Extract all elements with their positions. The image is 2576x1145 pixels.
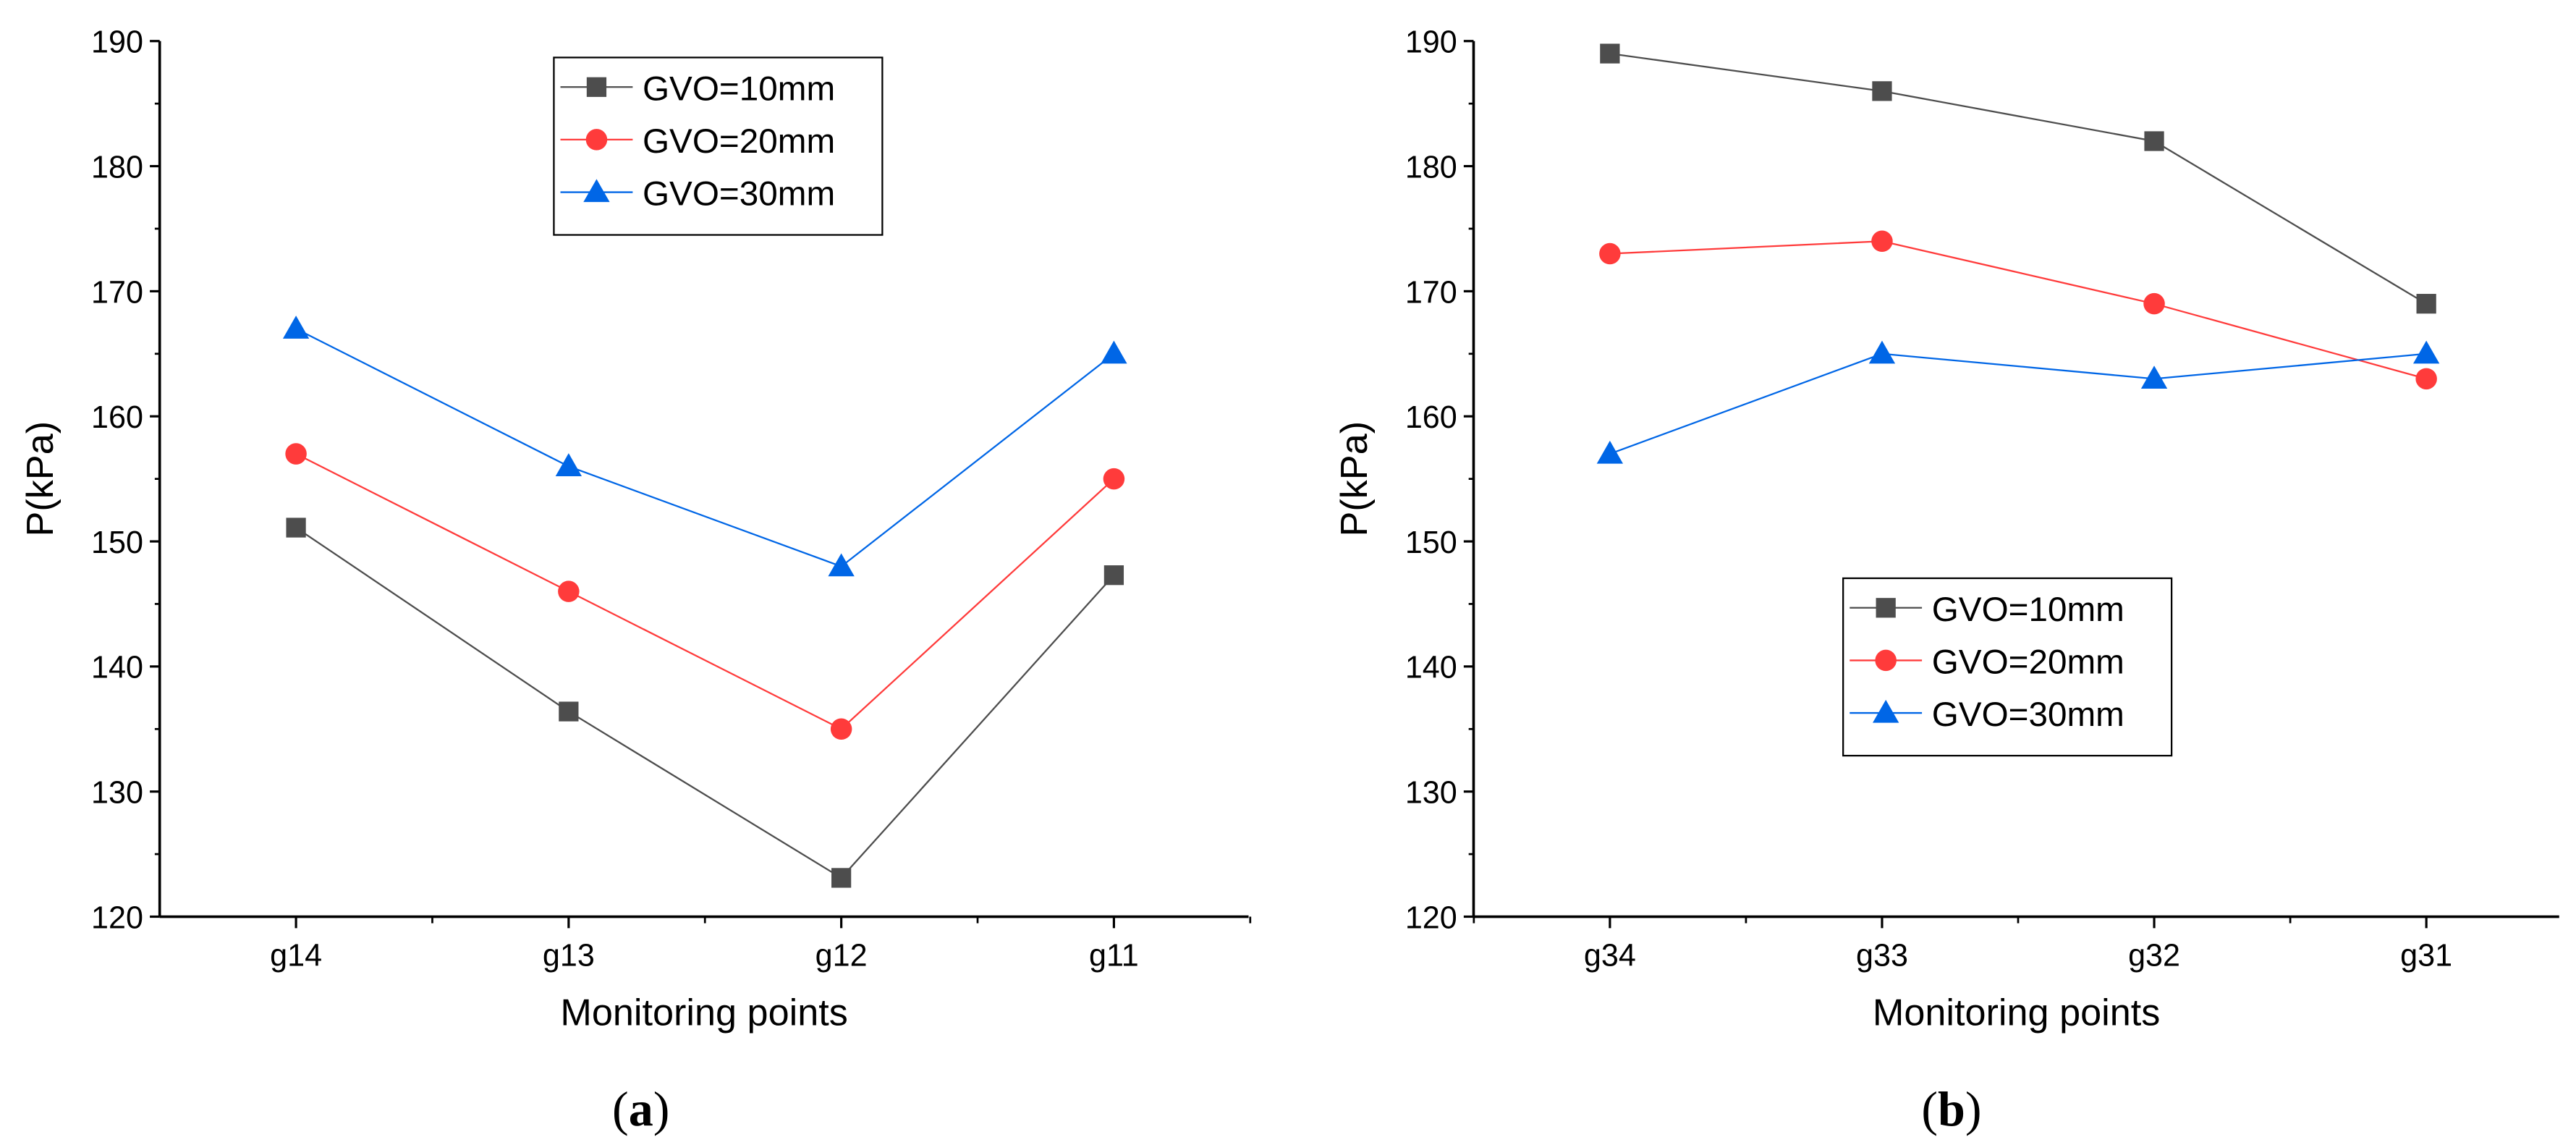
y-tick-label: 190	[91, 25, 143, 60]
series-GVO=30mm	[1596, 340, 2440, 464]
data-point	[1600, 43, 1620, 64]
series-GVO=20mm	[1599, 230, 2437, 390]
data-point	[282, 316, 310, 339]
data-point	[1599, 242, 1621, 265]
data-point	[2415, 368, 2437, 390]
series-GVO=30mm	[282, 316, 1127, 577]
y-tick-label: 120	[91, 900, 143, 935]
y-tick-label: 180	[91, 150, 143, 185]
series-line	[295, 527, 1115, 879]
y-tick-label: 150	[91, 525, 143, 560]
data-point	[2143, 292, 2165, 315]
x-tick-label: g11	[1089, 939, 1139, 973]
x-axis-label: Monitoring points	[560, 992, 847, 1034]
data-point	[2416, 294, 2436, 314]
legend-box	[1842, 577, 2173, 757]
y-axis-label: P(kPa)	[1334, 421, 1376, 537]
data-point	[1871, 230, 1893, 253]
legend-label: GVO=30mm	[1932, 696, 2124, 734]
legend-marker	[1873, 699, 1899, 723]
series-line	[1609, 352, 2427, 455]
y-tick-label: 130	[1405, 776, 1457, 811]
x-tick-label: g31	[2400, 939, 2452, 973]
data-point	[558, 580, 580, 602]
legend-label: GVO=20mm	[1932, 643, 2124, 682]
data-point	[555, 453, 582, 476]
legend-label: GVO=10mm	[1932, 591, 2124, 629]
data-point	[830, 718, 852, 740]
legend-marker	[583, 179, 610, 203]
legend-label: GVO=10mm	[643, 69, 835, 108]
series-line	[295, 453, 1115, 730]
y-tick-label: 120	[1405, 900, 1457, 935]
y-tick-label: 190	[1405, 25, 1457, 60]
legend-marker	[585, 129, 608, 151]
data-point	[559, 701, 579, 722]
legend-label: GVO=20mm	[643, 122, 835, 161]
series-GVO=20mm	[285, 443, 1125, 740]
legend-marker	[1875, 649, 1897, 672]
y-tick-label: 130	[91, 776, 143, 811]
x-tick-label: g14	[270, 939, 322, 973]
x-tick-label: g33	[1856, 939, 1908, 973]
data-point	[828, 553, 855, 577]
y-tick-label: 160	[91, 400, 143, 435]
series-line	[1609, 52, 2427, 305]
data-point	[2412, 340, 2440, 364]
data-point	[1872, 81, 1892, 101]
y-tick-label: 140	[91, 651, 143, 685]
panel-letter: a	[629, 1081, 653, 1136]
y-tick-label: 170	[1405, 275, 1457, 310]
series-GVO=10mm	[286, 517, 1124, 888]
legend-label: GVO=30mm	[643, 175, 835, 214]
data-point	[831, 868, 852, 888]
panel-caption: (a)	[612, 1081, 669, 1136]
data-point	[285, 443, 307, 465]
panel-caption: (b)	[1921, 1081, 1981, 1136]
x-tick-label: g13	[543, 939, 595, 973]
data-point	[1103, 565, 1124, 586]
series-GVO=10mm	[1600, 43, 2436, 314]
y-tick-label: 150	[1405, 525, 1457, 560]
y-axis-label: P(kPa)	[20, 421, 62, 537]
data-point	[2144, 131, 2164, 151]
series-line	[295, 328, 1115, 567]
data-point	[1101, 340, 1127, 364]
x-tick-label: g12	[815, 939, 868, 973]
x-tick-label: g34	[1584, 939, 1636, 973]
chart-panel-b: 120 130 140 150 160 170 180 190 g34 g33 g32 g31 Moni…	[1334, 25, 2559, 1136]
y-tick-label: 160	[1405, 400, 1457, 435]
data-point	[286, 517, 306, 538]
legend-marker	[586, 77, 607, 97]
data-point	[2140, 366, 2168, 389]
legend-marker	[1876, 598, 1896, 618]
panel-letter: b	[1938, 1081, 1965, 1136]
y-tick-label: 170	[91, 275, 143, 310]
x-axis-label: Monitoring points	[1873, 992, 2160, 1034]
chart-panel-a: 120 130 140 150 160 170 180 190 g14 g13 g12 g11 Moni…	[20, 25, 1252, 1136]
series-line	[1609, 240, 2427, 380]
legend: GVO=10mm GVO=20mm GVO=30mm	[553, 56, 884, 236]
data-point	[1868, 340, 1896, 364]
x-tick-label: g32	[2128, 939, 2180, 973]
y-tick-label: 180	[1405, 150, 1457, 185]
data-point	[1103, 468, 1125, 490]
y-tick-label: 140	[1405, 651, 1457, 685]
legend: GVO=10mm GVO=20mm GVO=30mm	[1842, 577, 2173, 757]
data-point	[1596, 440, 1624, 464]
